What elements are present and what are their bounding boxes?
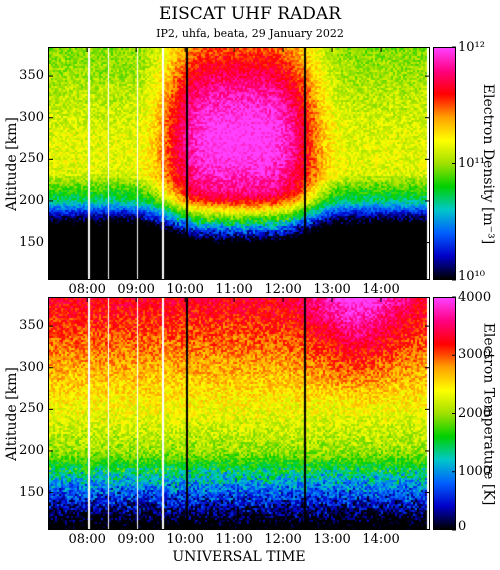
y-tick-label: 200 — [19, 192, 44, 208]
y-tick-label: 200 — [19, 442, 44, 458]
x-axis-label: UNIVERSAL TIME — [172, 549, 306, 565]
x-tick-label: 09:00 — [117, 532, 155, 547]
x-tick-label: 08:00 — [68, 532, 106, 547]
chart-subtitle: IP2, uhfa, beata, 29 January 2022 — [156, 27, 344, 40]
colorbar-tick-label: 4000 — [458, 290, 492, 305]
colorbar-tick-label: 1000 — [458, 463, 492, 479]
y-tick-label: 150 — [19, 484, 44, 500]
density-heatmap-canvas — [49, 48, 429, 279]
x-tick-label: 12:00 — [264, 532, 302, 547]
y-tick-label: 300 — [19, 359, 44, 375]
x-tick-label: 11:00 — [215, 282, 253, 297]
x-tick-label: 13:00 — [313, 532, 351, 547]
x-tick-label: 10:00 — [166, 532, 204, 547]
x-tick-label: 12:00 — [264, 282, 302, 297]
y-tick-label: 300 — [19, 109, 44, 125]
y-tick-label: 350 — [19, 68, 44, 84]
density-heatmap — [48, 47, 430, 280]
x-tick-label: 10:00 — [166, 282, 204, 297]
x-tick-label: 14:00 — [362, 282, 400, 297]
colorbar-tick-label: 2000 — [458, 405, 492, 421]
y-tick-label: 350 — [19, 318, 44, 334]
y-tick-label: 250 — [19, 151, 44, 167]
temperature-heatmap — [48, 297, 430, 530]
colorbar-tick-label: 10¹² — [458, 40, 485, 55]
x-tick-label: 13:00 — [313, 282, 351, 297]
colorbar-tick-label: 3000 — [458, 347, 492, 363]
colorbar-tick-label: 10¹⁰ — [458, 269, 485, 284]
y-tick-label: 250 — [19, 401, 44, 417]
x-tick-label: 08:00 — [68, 282, 106, 297]
colorbar-tick-label: 0 — [458, 519, 467, 534]
x-tick-label: 11:00 — [215, 532, 253, 547]
colorbar-tick-label: 10¹¹ — [458, 155, 485, 171]
x-tick-label: 14:00 — [362, 532, 400, 547]
chart-title: EISCAT UHF RADAR — [158, 4, 341, 24]
y-tick-label: 150 — [19, 234, 44, 250]
temperature-heatmap-canvas — [49, 298, 429, 529]
x-tick-label: 09:00 — [117, 282, 155, 297]
